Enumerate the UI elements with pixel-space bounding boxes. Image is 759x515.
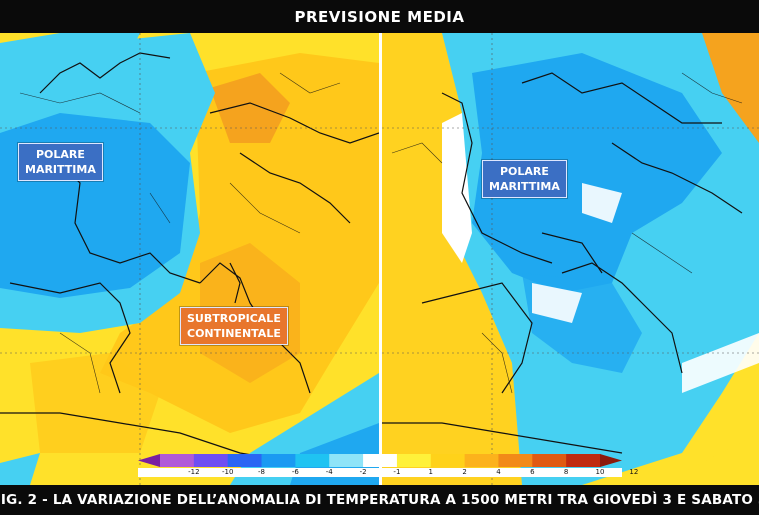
- legend-tick-label: -12: [188, 468, 200, 476]
- legend-swatch: [295, 454, 330, 467]
- right-polar-label: POLARE MARITTIMA: [482, 160, 567, 198]
- legend-tick-label: 8: [563, 468, 569, 476]
- legend-tick-label: 4: [496, 468, 501, 476]
- legend-tick-label: 12: [629, 468, 639, 476]
- left-subtropical-label-text: SUBTROPICALE CONTINENTALE: [187, 312, 281, 340]
- legend-tick-label: -1: [393, 468, 401, 476]
- legend-swatch: [464, 454, 499, 467]
- legend-swatch: [498, 454, 533, 467]
- legend-tick-label: -10: [221, 468, 234, 476]
- left-polar-label-text: POLARE MARITTIMA: [25, 148, 96, 176]
- legend-swatch: [363, 454, 398, 467]
- legend-swatch: [193, 454, 229, 467]
- page-title: PREVISIONE MEDIA: [294, 7, 465, 26]
- right-polar-label-text: POLARE MARITTIMA: [489, 165, 560, 193]
- legend-swatch: [138, 454, 160, 467]
- color-legend: -12 -10 -8 -6 -4 -2 -1 1 2 4 6 8 10 12: [138, 454, 638, 477]
- legend-swatch: [566, 454, 601, 467]
- legend-tick-label: -4: [325, 468, 333, 476]
- legend-swatch: [396, 454, 432, 467]
- left-map-image: [0, 33, 379, 485]
- legend-tick-label: 10: [595, 468, 605, 476]
- legend-tick-label: -2: [359, 468, 367, 476]
- legend-tick-label: -8: [258, 468, 266, 476]
- panel-divider: [379, 33, 382, 485]
- legend-swatch: [160, 454, 195, 467]
- legend-tick-label: -6: [291, 468, 299, 476]
- figure-caption: FIG. 2 - LA VARIAZIONE DELL’ANOMALIA DI …: [0, 492, 759, 508]
- legend-tick-label: 6: [530, 468, 535, 476]
- left-subtropical-label: SUBTROPICALE CONTINENTALE: [180, 307, 288, 345]
- caption-bar: FIG. 2 - LA VARIAZIONE DELL’ANOMALIA DI …: [0, 485, 759, 515]
- legend-swatch: [261, 454, 296, 467]
- legend-tick-label: 2: [462, 468, 467, 476]
- legend-swatch: [600, 454, 622, 467]
- right-map-panel: POLARE MARITTIMA: [382, 33, 759, 485]
- left-polar-label: POLARE MARITTIMA: [18, 143, 103, 181]
- legend-swatch: [329, 454, 364, 467]
- right-map-image: [382, 33, 759, 485]
- legend-color-bar: [138, 454, 622, 467]
- legend-swatch: [430, 454, 466, 467]
- title-bar: PREVISIONE MEDIA: [0, 0, 759, 33]
- legend-swatch: [532, 454, 567, 467]
- legend-ticks: -12 -10 -8 -6 -4 -2 -1 1 2 4 6 8 10 12: [138, 468, 638, 477]
- legend-tick-label: 1: [428, 468, 433, 476]
- legend-swatch: [227, 454, 263, 467]
- left-map-panel: POLARE MARITTIMA SUBTROPICALE CONTINENTA…: [0, 33, 379, 485]
